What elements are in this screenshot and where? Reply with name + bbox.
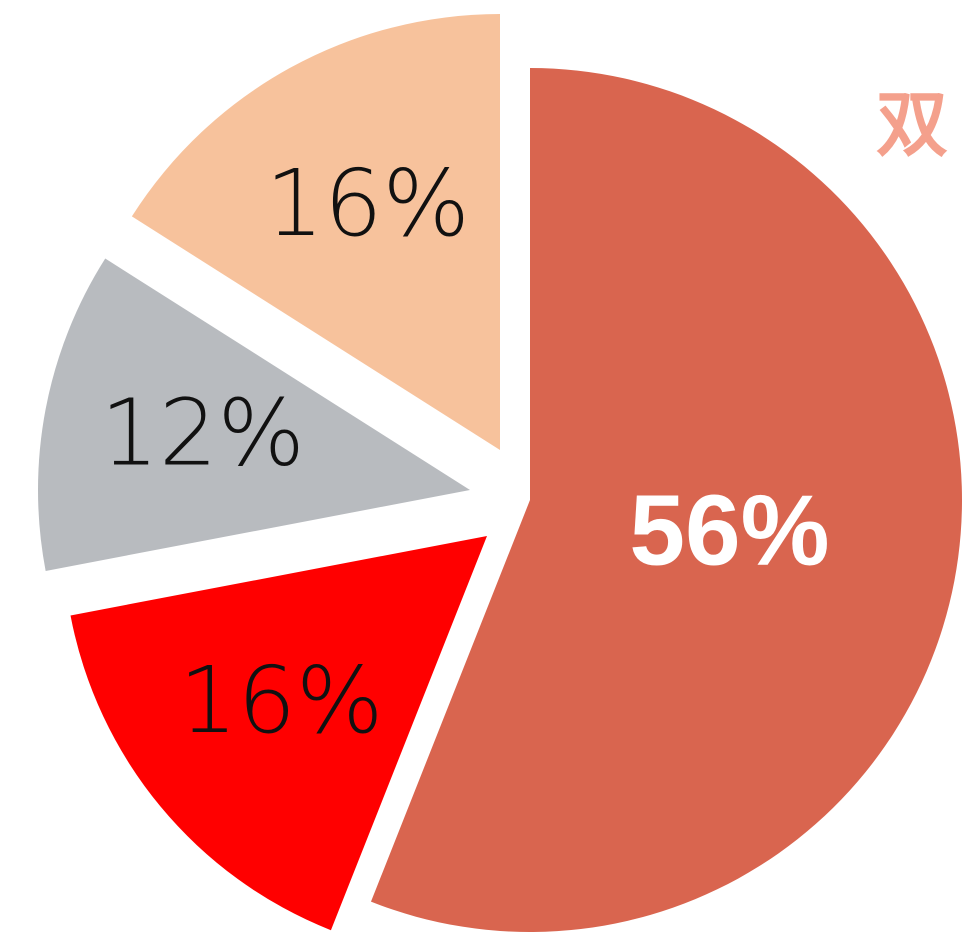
data-label: 16% [265, 150, 469, 257]
pie-slice [70, 536, 488, 931]
pie-slice [370, 68, 962, 932]
data-label: 56% [629, 474, 829, 586]
pie-slice [131, 14, 500, 450]
chart-title: 双 [876, 83, 948, 167]
data-label: 16% [179, 647, 383, 754]
pie-slice [38, 258, 470, 571]
data-label: 12% [100, 380, 304, 487]
